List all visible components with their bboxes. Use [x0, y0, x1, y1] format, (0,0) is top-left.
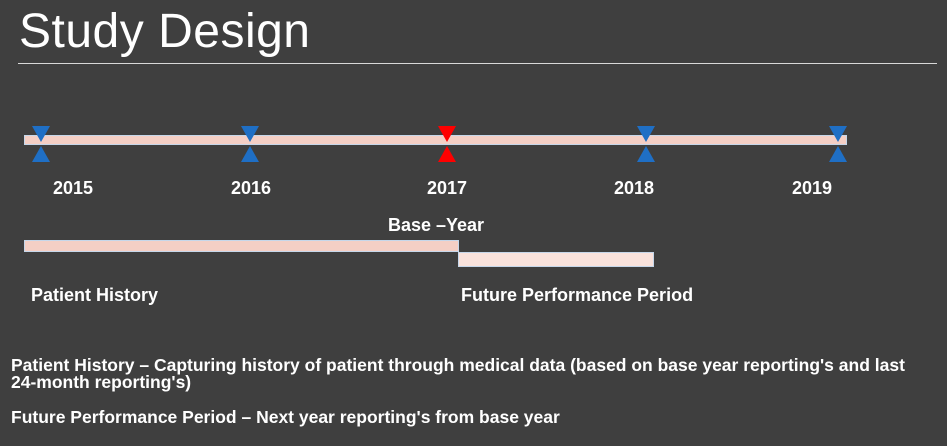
future-performance-note: Future Performance Period – Next year re… — [11, 407, 560, 427]
hourglass-marker-icon — [637, 126, 655, 162]
patient-history-bar — [24, 240, 459, 252]
year-marker-2015 — [31, 125, 51, 163]
future-performance-label: Future Performance Period — [461, 285, 694, 305]
year-marker-2017-base — [437, 125, 457, 163]
hourglass-marker-icon — [438, 126, 456, 162]
year-label-2015: 2015 — [52, 178, 94, 198]
timeline-bar — [24, 135, 847, 145]
title-divider — [18, 63, 937, 64]
year-marker-2016 — [240, 125, 260, 163]
hourglass-marker-icon — [241, 126, 259, 162]
year-label-2018: 2018 — [613, 178, 655, 198]
base-year-label: Base –Year — [387, 215, 485, 235]
hourglass-marker-icon — [32, 126, 50, 162]
year-marker-2018 — [636, 125, 656, 163]
hourglass-marker-icon — [829, 126, 847, 162]
patient-history-note: Patient History – Capturing history of p… — [11, 355, 905, 392]
future-performance-bar — [458, 252, 654, 267]
year-marker-2019 — [828, 125, 848, 163]
year-label-2016: 2016 — [230, 178, 272, 198]
slide-title: Study Design — [19, 5, 311, 58]
patient-history-label: Patient History — [31, 285, 159, 305]
year-label-2019: 2019 — [791, 178, 833, 198]
year-label-2017: 2017 — [426, 178, 468, 198]
